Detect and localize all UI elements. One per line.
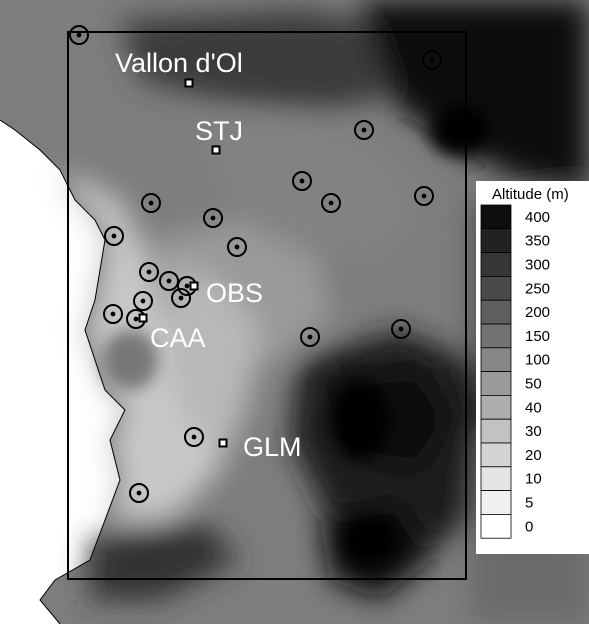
site-label-caa: CAA	[150, 323, 206, 353]
station-marker	[141, 193, 161, 213]
legend-swatch-50	[480, 371, 512, 396]
legend-label-5: 5	[525, 495, 533, 512]
legend-swatch-100	[480, 347, 512, 372]
legend-swatch-40	[480, 394, 512, 420]
site-marker-glm	[218, 438, 228, 448]
legend-swatch-5	[480, 490, 512, 515]
legend-swatch-200	[480, 299, 512, 325]
station-marker	[133, 291, 153, 311]
legend-label-150: 150	[525, 328, 550, 345]
site-marker-stj	[211, 145, 221, 155]
legend-label-400: 400	[525, 209, 550, 226]
legend-label-350: 350	[525, 233, 550, 250]
station-marker	[184, 427, 204, 447]
station-marker	[129, 483, 149, 503]
legend-swatch-150	[480, 323, 512, 349]
station-marker	[300, 327, 320, 347]
station-marker	[69, 25, 89, 45]
station-marker	[227, 237, 247, 257]
legend-label-50: 50	[525, 376, 542, 393]
legend-label-200: 200	[525, 304, 550, 321]
domain-frame	[67, 31, 467, 580]
coastline	[0, 119, 126, 624]
site-label-glm: GLM	[243, 432, 302, 462]
station-marker	[103, 304, 123, 324]
station-marker	[104, 226, 124, 246]
legend-label-30: 30	[525, 423, 542, 440]
site-marker-vallon	[184, 78, 194, 88]
station-marker	[203, 208, 223, 228]
legend-swatch-350	[480, 228, 512, 254]
legend-label-0: 0	[525, 518, 533, 535]
station-marker	[422, 50, 442, 70]
station-marker	[171, 288, 191, 308]
site-marker-obs	[189, 281, 199, 291]
legend-swatch-10	[480, 466, 512, 491]
station-marker	[391, 319, 411, 339]
legend-label-40: 40	[525, 399, 542, 416]
legend-label-100: 100	[525, 352, 550, 369]
legend-label-10: 10	[525, 471, 542, 488]
site-marker-caa	[138, 313, 148, 323]
legend-label-20: 20	[525, 447, 542, 464]
station-marker	[354, 120, 374, 140]
legend-title: Altitude (m)	[492, 186, 569, 203]
legend-swatch-20	[480, 442, 512, 468]
station-marker	[321, 193, 341, 213]
legend-swatch-400	[480, 204, 512, 230]
site-label-vallon: Vallon d'Ol	[115, 48, 243, 78]
legend-label-300: 300	[525, 257, 550, 274]
site-label-obs: OBS	[206, 278, 263, 308]
stations	[69, 25, 442, 503]
legend-swatch-30	[480, 418, 512, 444]
legend-swatch-300	[480, 252, 512, 277]
legend-swatch-0	[480, 514, 512, 539]
legend: Altitude (m) 400350300250200150100504030…	[476, 181, 589, 554]
legend-swatch-250	[480, 275, 512, 301]
station-marker	[159, 271, 179, 291]
sites: Vallon d'Ol STJ OBS CAA GLM	[115, 48, 302, 462]
station-marker	[292, 171, 312, 191]
legend-label-250: 250	[525, 280, 550, 297]
station-marker	[414, 186, 434, 206]
station-marker	[139, 262, 159, 282]
site-label-stj: STJ	[195, 116, 243, 146]
